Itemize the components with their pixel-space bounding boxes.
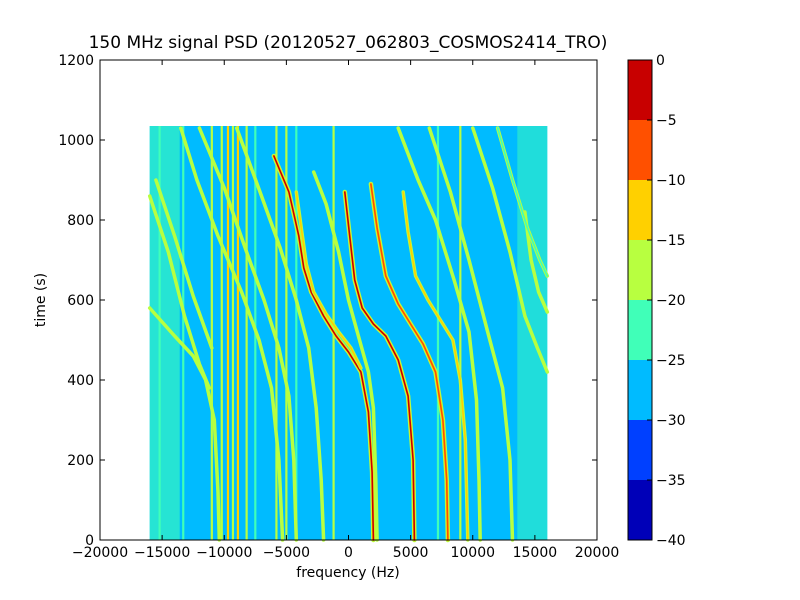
- colorbar-segment-7: [628, 60, 652, 120]
- y-tick-label-1: 200: [67, 453, 94, 469]
- heatmap-edge-left: [149, 126, 180, 540]
- colorbar-tick-label-7: −35: [656, 473, 686, 489]
- colorbar-tick-label-6: −30: [656, 413, 686, 429]
- colorbar-segment-4: [628, 240, 652, 300]
- x-tick-label-6: 10000: [450, 545, 495, 561]
- track-14: [524, 211, 549, 313]
- y-tick-label-6: 1200: [58, 53, 94, 69]
- track-16: [496, 127, 549, 277]
- plot-area: [99, 59, 598, 543]
- track-3: [198, 127, 298, 541]
- colorbar-segment-3: [628, 300, 652, 360]
- colorbar-segment-0: [628, 480, 652, 540]
- x-tick-label-0: −20000: [72, 545, 128, 561]
- track-10: [402, 191, 469, 541]
- track-2: [148, 195, 211, 389]
- track-4: [235, 127, 325, 541]
- y-tick-label-5: 1000: [58, 133, 94, 149]
- x-tick-label-5: 5000: [393, 545, 429, 561]
- x-tick-label-7: 15000: [513, 545, 558, 561]
- track-7: [312, 171, 378, 541]
- colorbar-tick-label-0: 0: [656, 53, 665, 69]
- colorbar-tick-label-1: −5: [656, 113, 677, 129]
- colorbar-segment-6: [628, 120, 652, 180]
- y-tick-label-4: 800: [67, 213, 94, 229]
- y-axis: 0 200 400 600 800 1000 1200: [58, 53, 597, 549]
- colorbar-tick-label-4: −20: [656, 293, 686, 309]
- y-tick-label-2: 400: [67, 373, 94, 389]
- y-axis-label: time (s): [33, 273, 49, 327]
- x-tick-label-8: 20000: [575, 545, 620, 561]
- track-12: [428, 127, 514, 541]
- x-tick-label-4: 0: [344, 545, 353, 561]
- track-15: [180, 127, 284, 541]
- colorbar-tick-label-8: −40: [656, 533, 686, 549]
- colorbar-segment-1: [628, 420, 652, 480]
- chart-title: 150 MHz signal PSD (20120527_062803_COSM…: [89, 33, 608, 53]
- colorbar-tick-label-3: −15: [656, 233, 686, 249]
- track-8: [344, 191, 416, 541]
- y-tick-label-0: 0: [85, 533, 94, 549]
- x-tick-label-3: −5000: [263, 545, 310, 561]
- x-axis-label: frequency (Hz): [296, 565, 399, 581]
- x-tick-label-2: −10000: [196, 545, 252, 561]
- track-6: [295, 191, 362, 369]
- track-13: [472, 127, 549, 373]
- track-5: [273, 155, 375, 541]
- track-9: [370, 183, 449, 541]
- colorbar: 0 −5 −10 −15 −20 −25 −30 −35 −40: [627, 53, 686, 549]
- track-11: [397, 127, 481, 541]
- x-axis: −20000 −15000 −10000 −5000 0 5000 10000 15000 20…: [72, 60, 619, 561]
- y-tick-label-3: 600: [67, 293, 94, 309]
- colorbar-segment-2: [628, 360, 652, 420]
- track-1: [155, 179, 213, 349]
- colorbar-tick-label-2: −10: [656, 173, 686, 189]
- colorbar-segment-5: [628, 180, 652, 240]
- x-tick-label-1: −15000: [134, 545, 190, 561]
- colorbar-tick-label-5: −25: [656, 353, 686, 369]
